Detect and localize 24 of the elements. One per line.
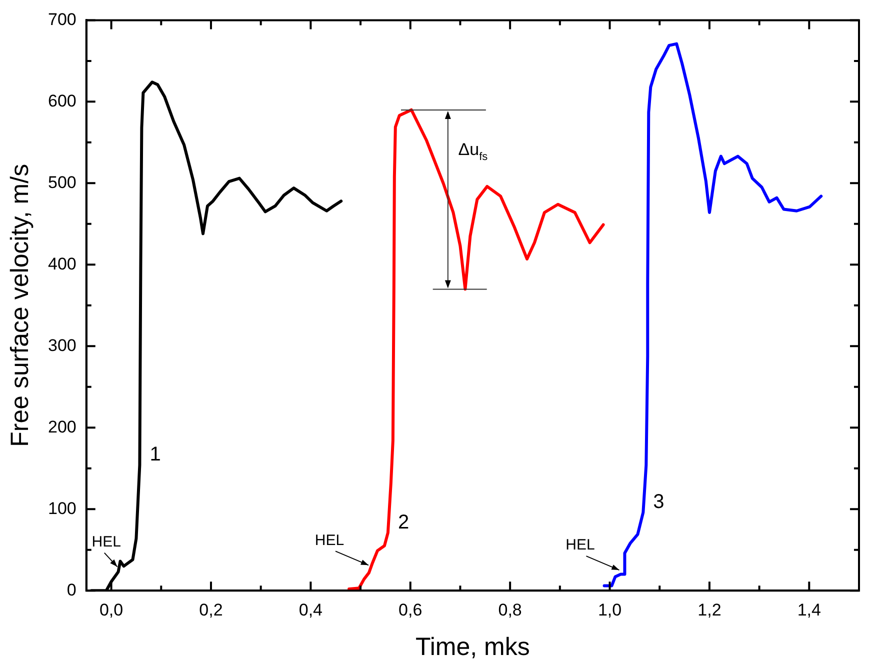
annotation: HEL: [92, 533, 121, 550]
x-tick-label: 0,2: [199, 600, 223, 620]
y-tick-label: 400: [48, 254, 76, 274]
y-tick-label: 200: [48, 417, 76, 436]
x-tick-label: 1,2: [698, 600, 722, 620]
annotation: HEL: [566, 536, 595, 554]
y-tick-label: 100: [48, 498, 76, 518]
series-label: 3: [653, 490, 664, 513]
y-tick-label: 300: [48, 336, 76, 355]
x-tick-label: 0,4: [298, 600, 322, 620]
x-tick-label: 0,0: [99, 600, 124, 620]
x-tick-label: 1,0: [598, 600, 622, 620]
series-label: 2: [398, 511, 410, 534]
x-tick-label: 0,8: [498, 600, 522, 620]
y-tick-label: 600: [48, 91, 76, 110]
y-tick-label: 0: [66, 580, 76, 600]
y-tick-label: 500: [48, 172, 76, 192]
x-tick-label: 1,4: [797, 600, 821, 620]
x-axis-title: Time, mks: [416, 632, 530, 661]
y-axis-title: Free surface velocity, m/s: [6, 164, 34, 447]
annotation: HEL: [314, 532, 344, 549]
x-tick-label: 0,6: [398, 600, 422, 620]
y-tick-label: 700: [48, 10, 76, 29]
series-label: 1: [150, 444, 161, 466]
